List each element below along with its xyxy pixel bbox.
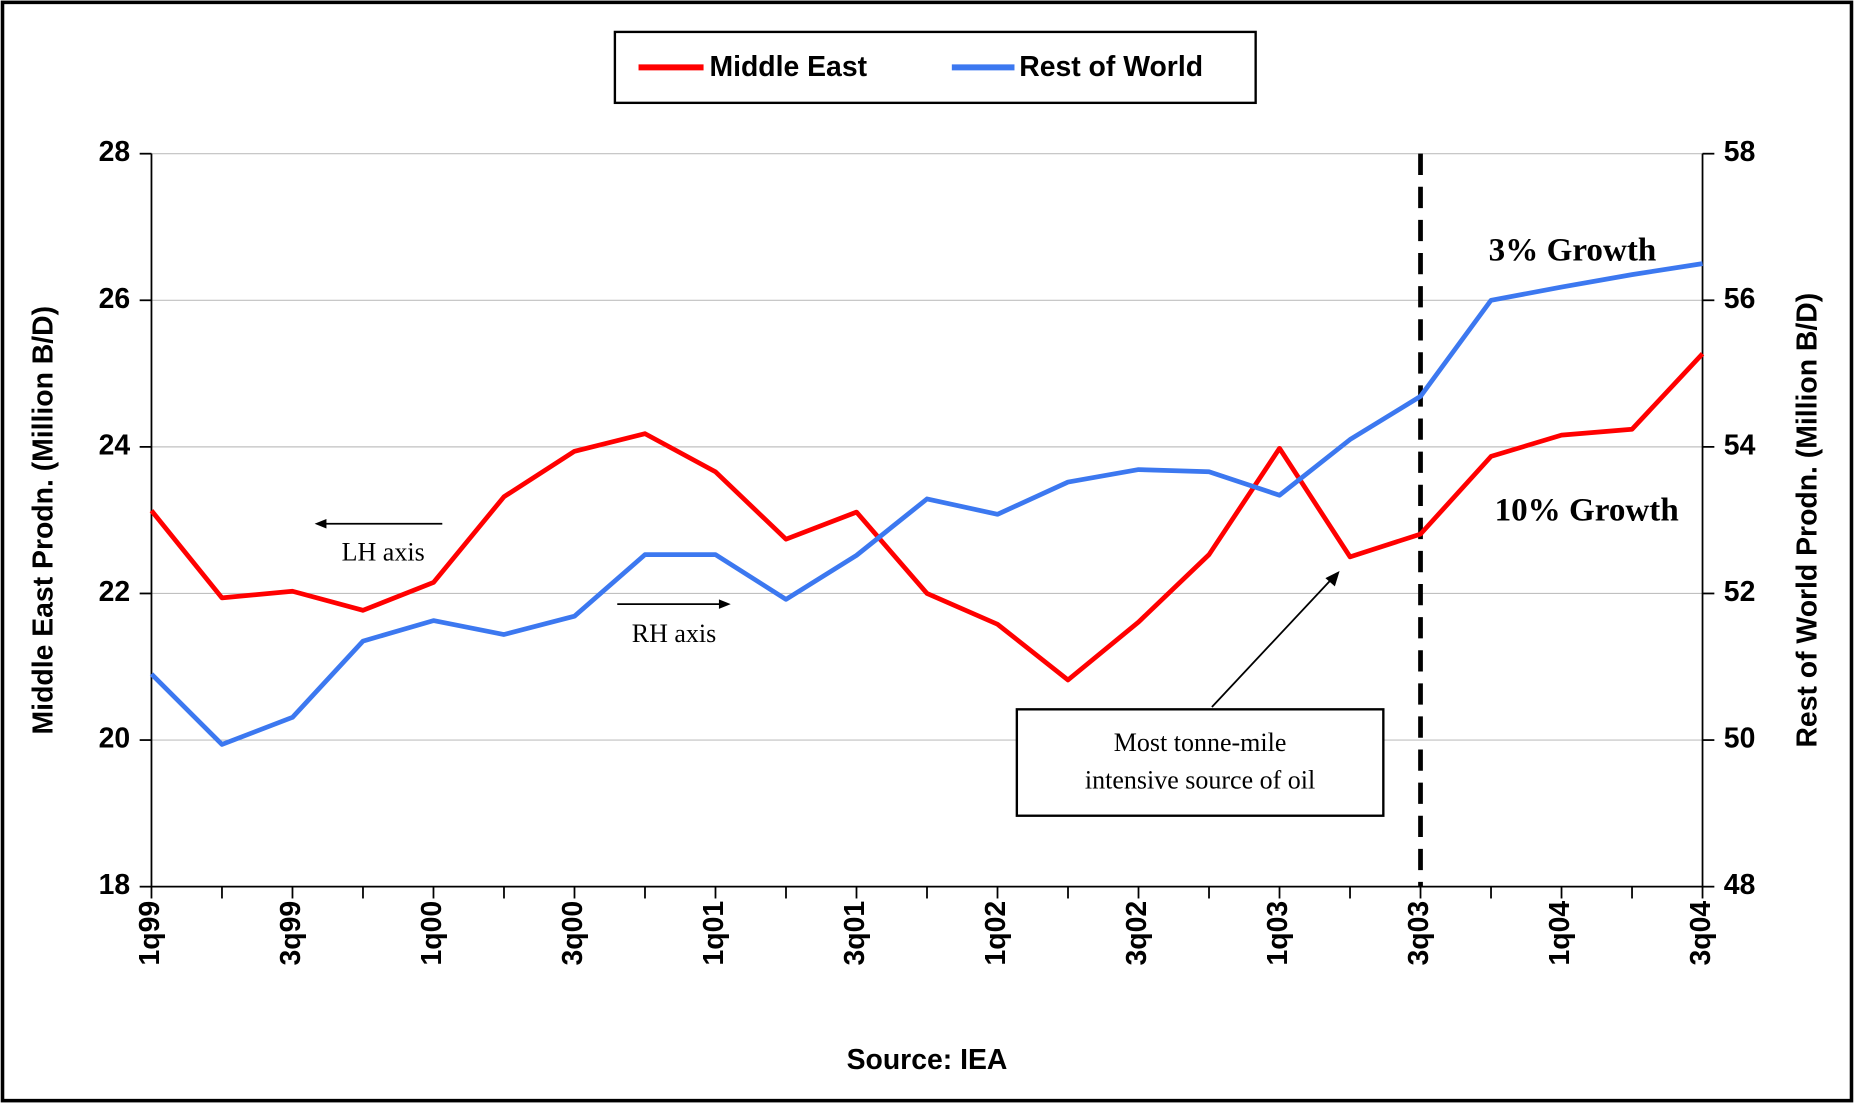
annotation: intensive source of oil (1085, 766, 1315, 795)
y2-tick-label: 58 (1724, 136, 1756, 168)
y2-tick-label: 56 (1724, 283, 1756, 315)
y2-tick-label: 54 (1724, 429, 1756, 461)
legend-label: Middle East (709, 51, 867, 83)
legend-label: Rest of World (1019, 51, 1203, 83)
x-tick-label: 3q00 (557, 901, 589, 966)
arrow-head (1325, 571, 1340, 587)
series-line (149, 261, 1703, 747)
y-tick-label: 20 (99, 723, 131, 755)
x-tick-label: 3q04 (1685, 901, 1717, 966)
y2-tick-label: 48 (1724, 869, 1756, 901)
x-tick-label: 1q99 (134, 901, 166, 966)
annotation-box (1015, 708, 1385, 817)
y2-axis-title: Rest of World Prodn. (Million B/D) (1791, 293, 1823, 748)
annotation: 10% Growth (1495, 493, 1679, 529)
y-tick-label: 28 (99, 136, 131, 168)
arrow-head (718, 599, 731, 609)
annotation: 3% Growth (1489, 233, 1657, 269)
y-tick-label: 22 (99, 576, 131, 608)
arrow (1211, 576, 1335, 708)
x-tick-label: 3q01 (839, 901, 871, 966)
y2-tick-label: 50 (1724, 723, 1756, 755)
x-tick-label: 3q03 (1403, 901, 1435, 966)
x-tick-label: 1q03 (1262, 901, 1294, 966)
annotation: RH axis (632, 619, 717, 648)
x-tick-label: 1q04 (1544, 901, 1576, 966)
y2-tick-label: 52 (1724, 576, 1756, 608)
annotation: Most tonne-mile (1114, 728, 1287, 757)
x-tick-label: 3q02 (1121, 901, 1153, 966)
y-tick-label: 24 (99, 429, 131, 461)
legend (613, 30, 1257, 105)
y-axis-title: Middle East Prodn. (Million B/D) (28, 306, 60, 735)
y-tick-label: 18 (99, 869, 131, 901)
arrow-head (314, 518, 327, 529)
x-tick-label: 1q02 (980, 901, 1012, 966)
x-axis-title: Source: IEA (847, 1044, 1008, 1076)
series-line (149, 352, 1705, 683)
x-tick-label: 3q99 (275, 901, 307, 966)
x-tick-label: 1q00 (416, 901, 448, 966)
annotation: LH axis (342, 537, 425, 566)
plot: 18 20 22 24 26 28 48 50 52 54 56 58 1q99 3q99 1q00 3q00… (99, 136, 1756, 965)
y-tick-label: 26 (99, 283, 131, 315)
x-tick-label: 1q01 (698, 901, 730, 966)
